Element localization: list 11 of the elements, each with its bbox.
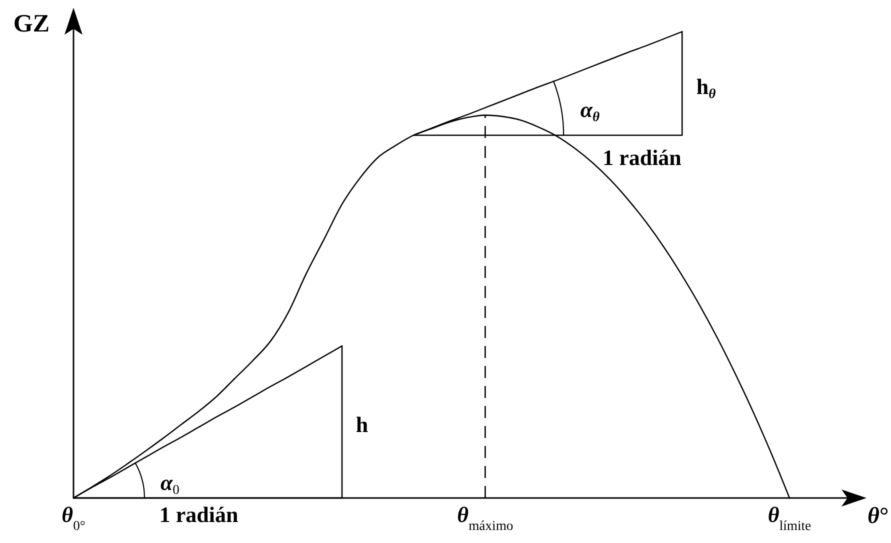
x-tick-label: θ$_{máximo}$ xyxy=(457,502,514,532)
annotation: α$_{θ}$ xyxy=(580,96,600,124)
annotation: α$_{0}$ xyxy=(160,470,180,497)
x-tick-label: θ$_{límite}$ xyxy=(768,502,812,532)
x-tick-label: θ$_{0°}$ xyxy=(62,502,86,532)
x-tick-label: 1 radián xyxy=(159,502,238,527)
y-axis-title: GZ xyxy=(13,10,50,38)
annotation: h$_{θ}$ xyxy=(696,74,716,101)
annotation: h xyxy=(356,412,368,436)
annotation: 1 radián xyxy=(602,144,682,170)
x-axis-title: θ° xyxy=(868,503,889,528)
